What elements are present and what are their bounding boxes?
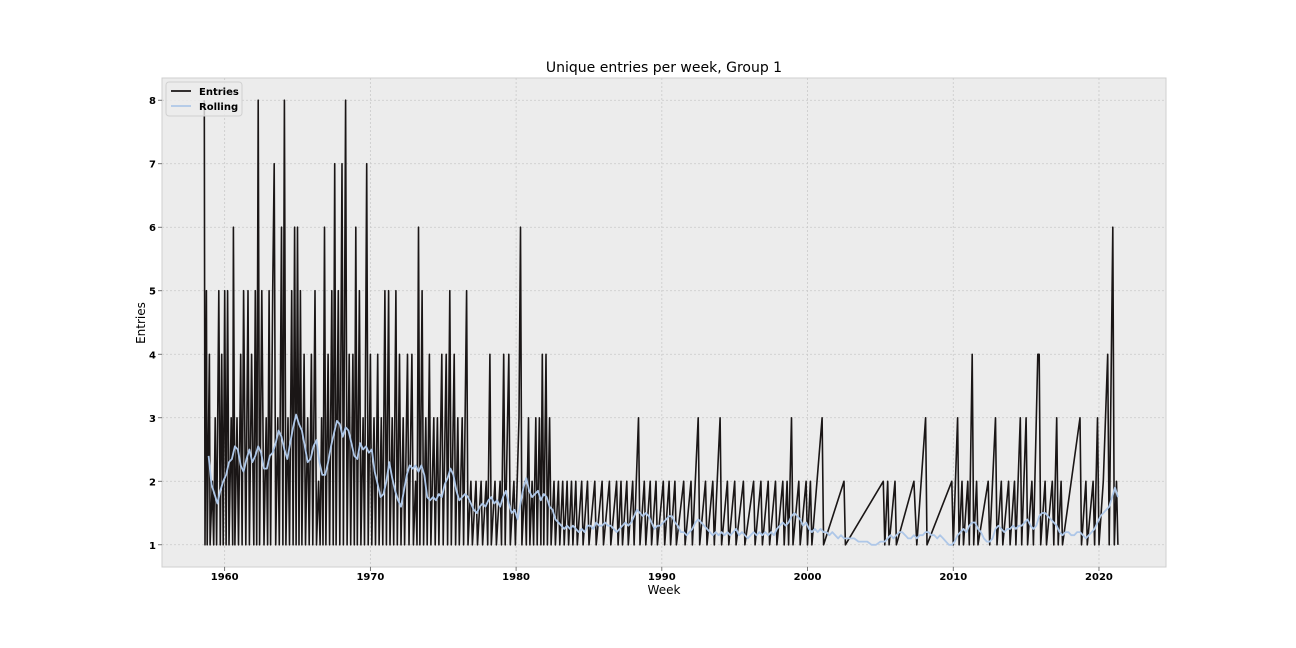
y-tick-label: 4 bbox=[149, 350, 156, 361]
x-tick-label: 1990 bbox=[648, 572, 676, 583]
x-tick-label: 1960 bbox=[211, 572, 239, 583]
series-group bbox=[203, 99, 1119, 546]
y-tick-label: 2 bbox=[149, 477, 156, 488]
y-tick-label: 8 bbox=[149, 96, 156, 107]
x-axis: 1960 1970 1980 1990 2000 2010 2020 bbox=[211, 567, 1113, 583]
x-axis-label: Week bbox=[648, 583, 681, 597]
x-tick-label: 2020 bbox=[1085, 572, 1113, 583]
y-tick-label: 1 bbox=[149, 541, 156, 552]
y-tick-label: 6 bbox=[149, 223, 156, 234]
y-axis-label: Entries bbox=[134, 302, 148, 344]
x-tick-label: 1970 bbox=[356, 572, 384, 583]
y-tick-label: 3 bbox=[149, 414, 156, 425]
y-tick-label: 7 bbox=[149, 160, 156, 171]
y-tick-label: 5 bbox=[149, 287, 156, 298]
chart-title: Unique entries per week, Group 1 bbox=[546, 60, 782, 76]
legend: Entries Rolling bbox=[165, 81, 243, 117]
series-line-entries bbox=[203, 99, 1119, 546]
legend-label-rolling: Rolling bbox=[199, 102, 238, 113]
y-axis: 1 2 3 4 5 6 7 8 bbox=[149, 96, 162, 552]
series-line-rolling bbox=[207, 413, 1119, 546]
legend-label-entries: Entries bbox=[199, 87, 239, 98]
x-tick-label: 2000 bbox=[794, 572, 822, 583]
x-tick-label: 2010 bbox=[939, 572, 967, 583]
x-tick-label: 1980 bbox=[502, 572, 530, 583]
